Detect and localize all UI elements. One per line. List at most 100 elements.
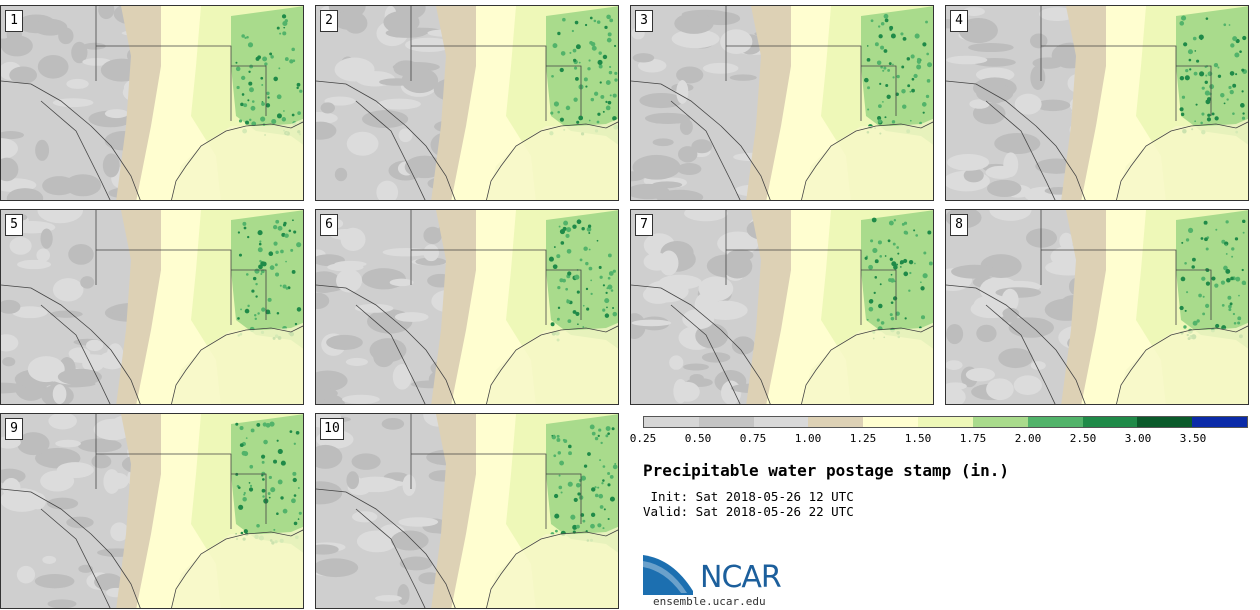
moderate-band [746, 6, 801, 200]
high-moisture-speck [915, 234, 919, 237]
dry-patch [676, 66, 704, 84]
high-moisture-speck [876, 318, 880, 322]
high-moisture-speck [1239, 50, 1242, 53]
high-moisture-speck [555, 529, 558, 533]
very-humid-region [231, 414, 303, 553]
high-moisture-speck [268, 251, 274, 257]
high-moisture-speck [587, 452, 591, 456]
dry-patch [326, 334, 363, 351]
precipitable-water-map [946, 6, 1248, 200]
high-moisture-speck [254, 317, 257, 321]
high-moisture-speck [901, 222, 905, 226]
precipitable-water-map [1, 414, 303, 608]
high-moisture-speck [604, 25, 608, 30]
high-moisture-speck [558, 474, 561, 477]
high-moisture-speck [237, 317, 240, 320]
high-moisture-speck [284, 233, 289, 238]
dry-patch [327, 263, 364, 272]
high-moisture-speck [870, 239, 874, 243]
high-moisture-speck [556, 317, 560, 321]
dry-patch [720, 29, 753, 54]
high-moisture-speck [1235, 73, 1238, 76]
high-moisture-speck [889, 313, 893, 317]
high-moisture-speck [607, 100, 612, 105]
high-moisture-speck [599, 81, 602, 84]
gulf-region [801, 322, 933, 404]
high-moisture-speck [927, 230, 932, 235]
high-moisture-speck [558, 225, 561, 228]
high-moisture-speck [250, 428, 255, 433]
high-moisture-speck [1181, 241, 1184, 244]
dry-patch [316, 387, 338, 400]
high-moisture-speck [1234, 237, 1239, 241]
precipitable-water-map [631, 6, 933, 200]
dry-patch [6, 188, 44, 200]
high-moisture-speck [251, 100, 255, 103]
dry-patch [946, 323, 964, 345]
high-moisture-speck [279, 32, 282, 35]
state-boundary [316, 80, 456, 200]
state-boundary [411, 453, 547, 474]
high-moisture-speck [1231, 255, 1234, 258]
colorbar-tick-label: 0.25 [629, 432, 657, 445]
high-moisture-speck [259, 240, 262, 243]
high-moisture-speck [552, 43, 558, 49]
dry-patch [639, 92, 684, 109]
dry-patch [946, 360, 963, 370]
high-moisture-speck [909, 90, 912, 93]
high-moisture-speck [1238, 294, 1240, 297]
colorbar-tick-label: 1.25 [849, 432, 877, 445]
high-moisture-speck [236, 85, 240, 90]
high-moisture-speck [599, 459, 602, 462]
dry-patch [37, 210, 84, 224]
high-moisture-speck [890, 316, 895, 321]
high-moisture-speck [1215, 228, 1218, 231]
high-moisture-speck [270, 55, 274, 59]
high-moisture-speck [557, 110, 560, 114]
high-moisture-speck [276, 26, 280, 30]
high-moisture-speck [1211, 112, 1215, 116]
high-moisture-speck [240, 531, 244, 535]
precipitable-water-map [316, 210, 618, 404]
high-moisture-speck [258, 264, 263, 270]
high-moisture-speck [582, 326, 585, 328]
state-boundary [985, 304, 1056, 404]
state-boundary [171, 121, 303, 200]
high-moisture-speck [597, 486, 600, 489]
high-moisture-speck [572, 310, 577, 314]
dry-patch [398, 517, 439, 527]
dry-patch [106, 343, 124, 366]
high-moisture-speck [276, 439, 279, 442]
high-moisture-speck [877, 240, 882, 245]
high-moisture-speck [572, 48, 577, 53]
high-moisture-speck [1206, 117, 1212, 122]
high-moisture-speck [237, 231, 241, 234]
high-moisture-speck [235, 66, 241, 72]
high-moisture-speck [901, 88, 906, 94]
high-moisture-speck [1205, 281, 1211, 286]
high-moisture-speck [612, 311, 618, 317]
state-boundary [486, 121, 618, 200]
logo-url[interactable]: ensemble.ucar.edu [653, 595, 766, 608]
high-moisture-speck [899, 260, 905, 265]
high-moisture-speck [1200, 237, 1204, 240]
state-boundary [355, 304, 426, 404]
very-humid-region [1176, 6, 1248, 145]
dry-patch [33, 18, 68, 36]
dry-patch [1030, 33, 1048, 49]
high-moisture-speck [291, 113, 295, 117]
dry-patch [40, 228, 53, 249]
dry-patch [40, 470, 75, 492]
dry-patch [94, 573, 123, 591]
dry-patch [659, 250, 679, 276]
high-moisture-speck [248, 70, 251, 73]
dry-patch [91, 454, 112, 469]
high-moisture-speck [897, 252, 900, 255]
colorbar-segment [1192, 417, 1247, 427]
high-moisture-speck [608, 271, 614, 276]
high-moisture-speck [276, 312, 280, 315]
high-moisture-speck [607, 517, 610, 521]
high-moisture-speck [293, 494, 297, 497]
high-moisture-speck [1202, 295, 1205, 298]
high-moisture-speck [586, 307, 590, 311]
